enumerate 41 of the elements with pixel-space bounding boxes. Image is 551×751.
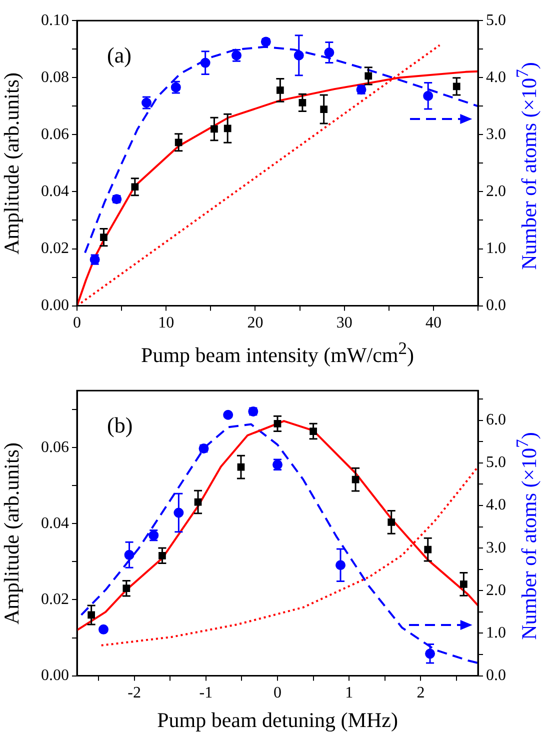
point xyxy=(223,410,234,420)
y-tick-label: 0.10 xyxy=(41,12,69,29)
y-tick-label: 0.02 xyxy=(41,590,69,608)
y2-tick-label: 0.0 xyxy=(486,667,506,684)
y-tick-label: 0.00 xyxy=(41,297,69,314)
x-tick-label: 40 xyxy=(425,314,442,332)
x-tick-label: -2 xyxy=(128,684,141,702)
y-tick-label: 0.00 xyxy=(41,667,69,684)
y2-tick-label: 3.0 xyxy=(486,539,506,556)
text: (b) xyxy=(107,412,133,438)
x-tick-label: 10 xyxy=(158,314,174,332)
y2-tick-label: 3.0 xyxy=(486,126,506,143)
y2-tick-label: 5.0 xyxy=(486,12,506,29)
x-tick-label: 30 xyxy=(336,314,352,332)
y-axis-title: Amplitude (arb.units) xyxy=(0,72,24,257)
y-tick-label: 0.06 xyxy=(41,438,69,456)
y2-tick-label: 4.0 xyxy=(486,496,506,514)
x-tick-label: -1 xyxy=(199,684,213,702)
y2-tick-label: 6.0 xyxy=(486,412,506,429)
y2-tick-label: 1.0 xyxy=(486,624,506,642)
y2-tick-label: 2.0 xyxy=(486,182,506,200)
x-tick-label: 0 xyxy=(73,314,81,332)
x-axis-title: Pump beam intensity (mW/cm$^{2}$) xyxy=(140,338,415,368)
y2-tick-label: 0.0 xyxy=(486,297,506,314)
y2-tick-label: 5.0 xyxy=(486,454,506,472)
y-tick-label: 0.04 xyxy=(41,514,69,532)
y-axis-title: Amplitude (arb.units) xyxy=(0,442,24,627)
y2-tick-label: 1.0 xyxy=(486,240,506,257)
y2-tick-label: 4.0 xyxy=(486,68,506,86)
x-tick-label: 20 xyxy=(247,314,264,332)
y2-tick-label: 2.0 xyxy=(486,582,506,599)
y-tick-label: 0.06 xyxy=(41,126,69,143)
y-tick-label: 0.04 xyxy=(41,182,69,200)
x-tick-label: 2 xyxy=(416,684,425,702)
point xyxy=(98,624,108,634)
x-tick-label: 1 xyxy=(345,684,354,702)
y-tick-label: 0.08 xyxy=(41,68,69,86)
text: (a) xyxy=(107,42,132,68)
x-tick-label: 0 xyxy=(274,684,282,702)
y-tick-label: 0.02 xyxy=(41,240,69,257)
x-axis-title: Pump beam detuning (MHz) xyxy=(156,708,399,733)
